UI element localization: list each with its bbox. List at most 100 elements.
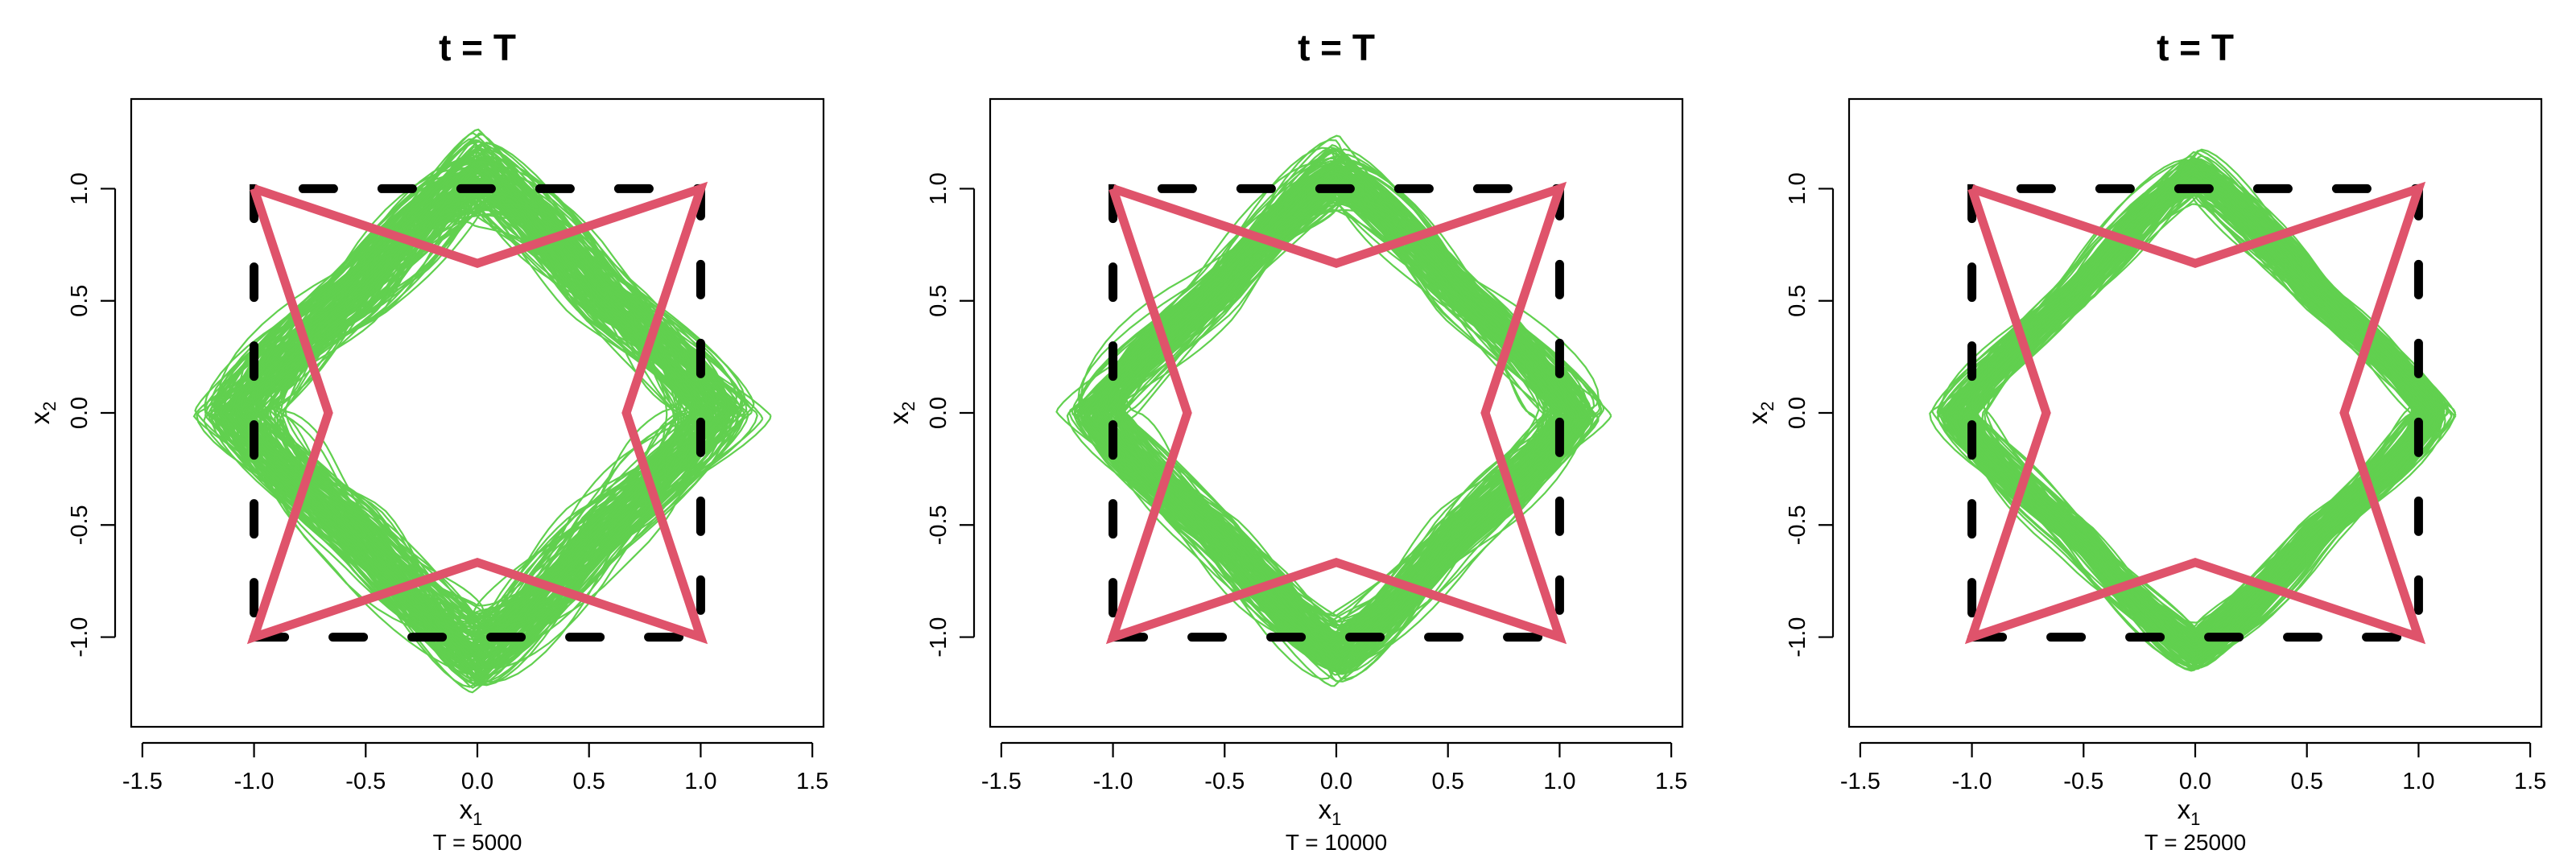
trajectory-line bbox=[1962, 167, 2450, 652]
trajectory-line bbox=[1961, 176, 2432, 650]
y-axis-label-base: x bbox=[884, 410, 914, 424]
trajectory-line bbox=[1955, 163, 2446, 652]
star-target-series bbox=[246, 181, 708, 645]
x-tick-label: 0.0 bbox=[2179, 769, 2211, 794]
trajectory-line bbox=[1093, 181, 1564, 652]
trajectory-line bbox=[1940, 172, 2435, 669]
y-tick-label: -1.0 bbox=[1785, 617, 1810, 658]
trajectory-line bbox=[1958, 167, 2442, 643]
trajectory-line bbox=[1945, 169, 2427, 654]
trajectory-line bbox=[240, 167, 729, 647]
trajectory-line bbox=[1964, 181, 2429, 647]
trajectory-line bbox=[1954, 170, 2440, 658]
trajectory-line bbox=[1953, 168, 2435, 655]
trajectory-line bbox=[1084, 165, 1588, 672]
x-tick-label: 1.0 bbox=[2402, 769, 2434, 794]
trajectory-line bbox=[1101, 170, 1565, 644]
x-axis-label-base: x bbox=[460, 794, 473, 824]
y-axis-label-subscript: 2 bbox=[898, 402, 919, 411]
trajectory-line bbox=[1955, 171, 2425, 641]
trajectory-line bbox=[1942, 165, 2436, 660]
trajectory-line bbox=[1083, 163, 1580, 663]
x-tick-label: -1.0 bbox=[1952, 769, 1992, 794]
trajectory-line bbox=[1111, 180, 1569, 639]
trajectory-line bbox=[260, 171, 694, 607]
trajectory-line bbox=[1956, 177, 2431, 655]
trajectory-line bbox=[1983, 175, 2438, 631]
trajectory-line bbox=[1960, 173, 2442, 660]
trajectory-line bbox=[245, 179, 727, 660]
trajectory-line bbox=[1951, 158, 2441, 651]
x-tick-label: 1.5 bbox=[1655, 769, 1687, 794]
star-target-series bbox=[1105, 181, 1567, 645]
trajectory-line bbox=[229, 192, 692, 669]
trajectory-line bbox=[1084, 165, 1587, 670]
trajectory-line bbox=[1093, 173, 1593, 670]
chart-title: t = T bbox=[1298, 27, 1375, 68]
trajectory-line bbox=[1950, 172, 2441, 665]
trajectory-line bbox=[1938, 150, 2436, 650]
trajectory-line bbox=[1984, 184, 2429, 632]
trajectory-line bbox=[1097, 167, 1576, 646]
trajectory-line bbox=[1953, 174, 2443, 668]
trajectory-line bbox=[1088, 167, 1581, 662]
x-tick-label: 1.5 bbox=[796, 769, 828, 794]
trajectory-band bbox=[1929, 148, 2457, 672]
trajectory-line bbox=[1108, 179, 1583, 661]
trajectory-line bbox=[1080, 167, 1576, 666]
trajectory-line bbox=[1963, 171, 2435, 646]
trajectory-line bbox=[1077, 159, 1600, 669]
trajectory-line bbox=[1950, 178, 2432, 667]
x-tick-label: -0.5 bbox=[1204, 769, 1245, 794]
trajectory-line bbox=[1937, 171, 2433, 671]
plot-area bbox=[1055, 134, 1612, 687]
trajectory-line bbox=[1094, 175, 1582, 674]
trajectory-line bbox=[1942, 165, 2424, 650]
trajectory-line bbox=[1078, 151, 1587, 658]
trajectory-line bbox=[231, 171, 707, 645]
trajectory-line bbox=[1086, 161, 1591, 680]
trajectory-line bbox=[1095, 171, 1575, 646]
y-tick-label: 0.0 bbox=[926, 397, 952, 429]
trajectory-line bbox=[233, 182, 691, 628]
trajectory-line bbox=[1946, 180, 2419, 652]
x-axis-label: x1 bbox=[460, 794, 483, 829]
trajectory-line bbox=[1098, 170, 1579, 667]
panel-3: -1.5 -1.0 -0.5 0.0 0.5 1.0 1.5 -1.0 -0.5 0.0 0.5 1.… bbox=[1743, 27, 2546, 855]
trajectory-line bbox=[1941, 166, 2435, 658]
y-axis-label: x2 bbox=[1743, 402, 1777, 425]
trajectory-line bbox=[232, 157, 722, 663]
star-target-series bbox=[1964, 181, 2426, 645]
trajectory-line bbox=[1090, 192, 1546, 650]
trajectory-line bbox=[1963, 181, 2420, 640]
dashed-square-series bbox=[1108, 184, 1564, 642]
trajectory-line bbox=[1095, 173, 1584, 670]
y-axis-label-base: x bbox=[25, 410, 55, 424]
x-axis-label: x1 bbox=[2178, 794, 2201, 829]
y-tick-label: -0.5 bbox=[926, 505, 952, 545]
x-tick-label: -1.5 bbox=[122, 769, 163, 794]
trajectory-line bbox=[1951, 148, 2448, 651]
trajectory-line bbox=[1125, 178, 1569, 617]
trajectory-line bbox=[1080, 162, 1582, 666]
trajectory-line bbox=[1968, 183, 2431, 649]
y-axis: -1.0 -0.5 0.0 0.5 1.0 bbox=[1785, 172, 1835, 658]
trajectory-line bbox=[1946, 151, 2444, 652]
x-axis: -1.5 -1.0 -0.5 0.0 0.5 1.0 1.5 bbox=[981, 741, 1687, 794]
trajectory-line bbox=[1951, 173, 2438, 665]
trajectory-line bbox=[1956, 176, 2435, 657]
trajectory-line bbox=[1103, 172, 1574, 652]
x-tick-label: 1.0 bbox=[1543, 769, 1575, 794]
trajectory-line bbox=[279, 208, 714, 645]
trajectory-line bbox=[1931, 161, 2428, 662]
trajectory-line bbox=[1084, 168, 1582, 667]
trajectory-line bbox=[1103, 197, 1571, 675]
trajectory-line bbox=[1954, 181, 2421, 643]
trajectory-line bbox=[1955, 168, 2436, 651]
trajectory-line bbox=[1963, 183, 2424, 649]
trajectory-line bbox=[1096, 180, 1566, 651]
plot-frame bbox=[989, 97, 1684, 728]
trajectory-line bbox=[235, 164, 731, 663]
trajectory-line bbox=[1080, 172, 1588, 683]
trajectory-line bbox=[1958, 166, 2453, 663]
